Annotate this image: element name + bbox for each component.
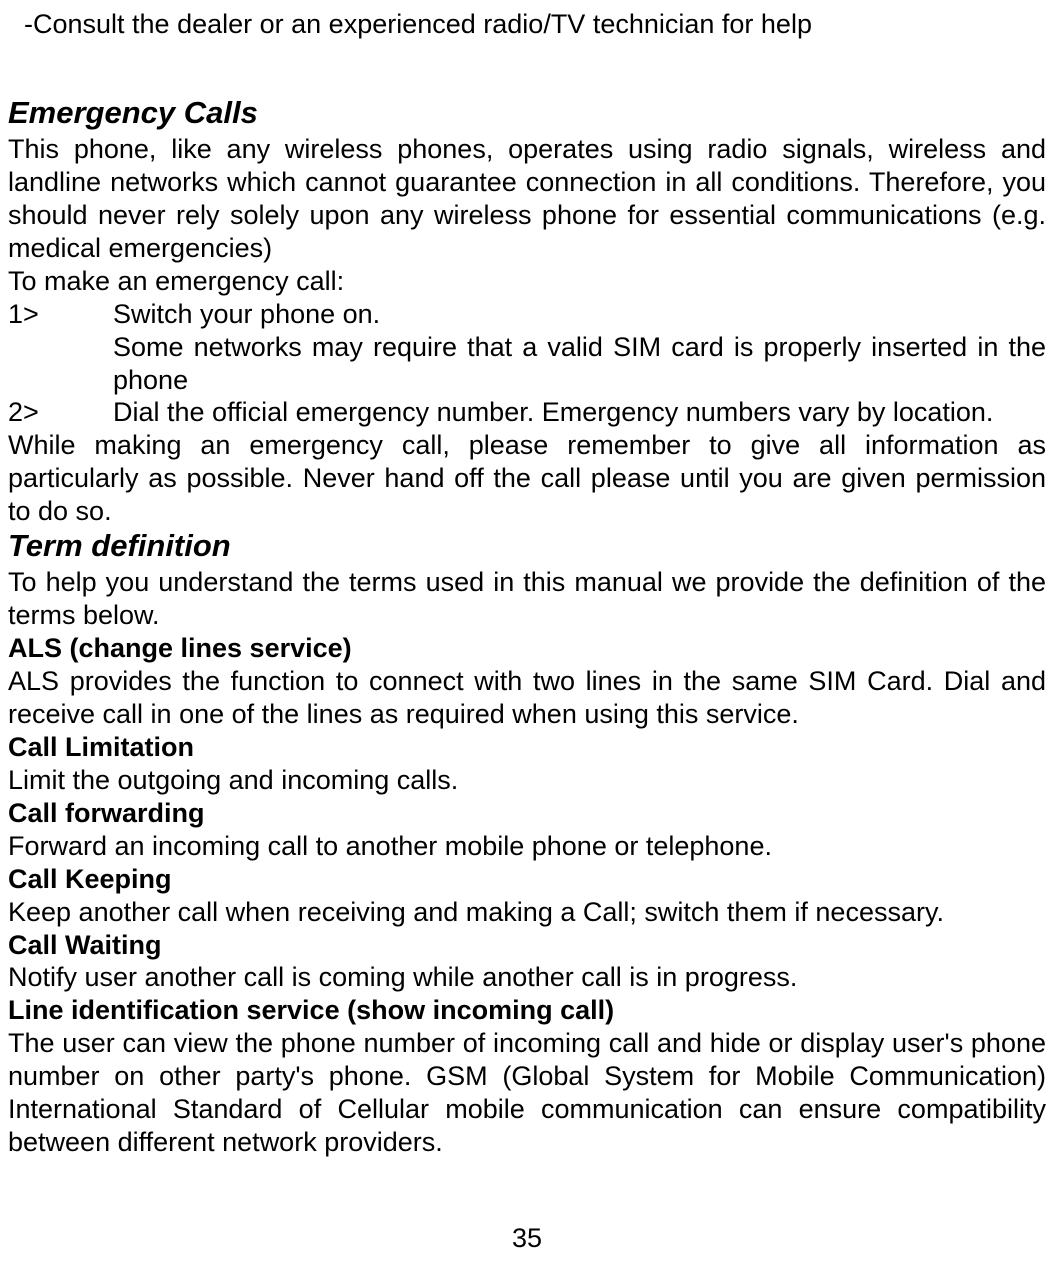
term-title-call-limitation: Call Limitation [8, 731, 1046, 764]
list-number-2: 2> [8, 396, 113, 429]
emergency-list-intro: To make an emergency call: [8, 265, 1046, 298]
emergency-paragraph-2: While making an emergency call, please r… [8, 429, 1046, 528]
page-number: 35 [0, 1223, 1054, 1254]
list-item-1: Switch your phone on. Some networks may … [113, 298, 1046, 397]
spacer [8, 41, 1046, 73]
heading-emergency-calls: Emergency Calls [8, 95, 1046, 131]
term-title-call-forwarding: Call forwarding [8, 797, 1046, 830]
list-item-1-line1: Switch your phone on. [113, 298, 1046, 331]
term-body-als: ALS provides the function to connect wit… [8, 665, 1046, 731]
term-body-line-id: The user can view the phone number of in… [8, 1027, 1046, 1159]
term-body-call-limitation: Limit the outgoing and incoming calls. [8, 764, 1046, 797]
list-number-1: 1> [8, 298, 113, 397]
term-body-call-forwarding: Forward an incoming call to another mobi… [8, 830, 1046, 863]
heading-term-definition: Term definition [8, 528, 1046, 564]
term-body-call-waiting: Notify user another call is coming while… [8, 961, 1046, 994]
list-item-2: Dial the official emergency number. Emer… [113, 396, 1046, 429]
emergency-paragraph-1: This phone, like any wireless phones, op… [8, 133, 1046, 265]
intro-bullet: -Consult the dealer or an experienced ra… [8, 8, 1046, 41]
term-title-als: ALS (change lines service) [8, 632, 1046, 665]
term-body-call-keeping: Keep another call when receiving and mak… [8, 896, 1046, 929]
term-title-line-id: Line identification service (show incomi… [8, 994, 1046, 1027]
document-page: -Consult the dealer or an experienced ra… [0, 0, 1054, 1262]
list-item-1-line2: Some networks may require that a valid S… [113, 331, 1046, 397]
term-title-call-keeping: Call Keeping [8, 863, 1046, 896]
terms-intro: To help you understand the terms used in… [8, 566, 1046, 632]
term-title-call-waiting: Call Waiting [8, 929, 1046, 962]
emergency-list: 1> Switch your phone on. Some networks m… [8, 298, 1046, 430]
